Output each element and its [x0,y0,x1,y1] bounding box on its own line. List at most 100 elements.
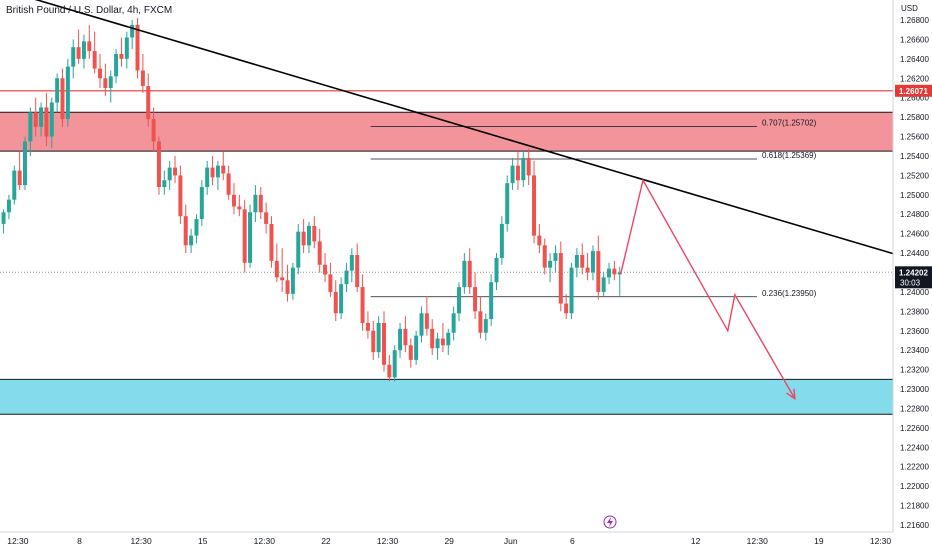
projection-path[interactable] [619,178,796,400]
candle-body [49,102,54,137]
candle-body [328,274,333,292]
candle-body [65,66,70,120]
candle-body [12,170,17,200]
y-tick-label: 1.26200 [900,74,929,83]
lightning-icon[interactable] [603,515,617,529]
candle-87 [467,248,472,294]
candle-body [258,194,263,213]
y-tick-label: 1.25200 [900,171,929,180]
candle-102 [548,253,553,283]
candle-body [215,165,220,178]
candle-body [483,319,488,333]
candle-body [355,255,360,288]
y-tick-label: 1.25600 [900,133,929,142]
candle-body [617,272,622,275]
candle-body [167,167,172,181]
candle-91 [489,274,494,326]
candle-body [92,51,97,69]
candle-body [558,253,563,304]
x-tick-label: 12:30 [130,536,152,546]
x-tick-label: 8 [77,536,82,546]
candle-25 [135,18,140,79]
x-tick-label: 12:30 [870,536,892,546]
candle-0 [1,209,6,234]
candle-body [537,235,542,246]
candle-body [108,76,113,88]
candle-body [601,277,606,292]
candle-11 [60,68,65,127]
candle-68 [365,311,370,339]
y-tick-label: 1.21600 [900,521,929,530]
candle-94 [505,175,510,232]
candle-47 [253,185,258,222]
candle-body [189,235,194,246]
candle-body [430,328,435,349]
candle-body [194,219,199,236]
trendline[interactable] [0,0,912,260]
candle-81 [435,332,440,360]
candle-body [231,194,236,207]
candle-69 [371,321,376,360]
candle-body [408,345,413,360]
candle-body [333,291,338,314]
candle-92 [494,253,499,290]
y-tick-label: 1.24000 [900,288,929,297]
time-axis[interactable] [0,532,893,550]
red-level-value: 1.26071 [899,87,928,96]
candle-109 [585,253,590,281]
candle-58 [312,216,317,249]
y-tick-label: 1.26600 [900,35,929,44]
candle-108 [580,243,585,275]
candle-3 [17,151,22,190]
candle-8 [44,92,49,147]
candle-body [548,260,553,268]
candle-body [296,231,301,268]
candle-body [55,78,60,103]
candle-body [478,311,483,333]
candle-30 [162,170,167,195]
candle-body [440,338,445,346]
candle-42 [226,165,231,200]
candle-body [473,287,478,312]
candle-body [210,167,215,178]
y-tick-label: 1.23600 [900,327,929,336]
candle-body [290,267,295,294]
candle-51 [274,243,279,283]
candle-28 [151,107,156,152]
candle-75 [403,316,408,353]
y-tick-label: 1.25800 [900,113,929,122]
candle-52 [280,248,285,292]
candle-body [44,107,49,137]
x-tick-label: 19 [814,536,824,546]
candle-body [135,24,140,71]
candle-body [462,260,467,288]
candle-body [569,267,574,314]
y-tick-label: 1.22200 [900,463,929,472]
candle-body [499,223,504,258]
current-price-value: 1.24202 [899,268,928,277]
candle-105 [564,293,569,320]
candle-body [33,112,38,127]
candle-111 [596,235,601,300]
candle-body [574,255,579,268]
candle-78 [419,306,424,343]
candle-26 [140,53,145,93]
y-tick-label: 1.26400 [900,55,929,64]
candle-40 [215,160,220,190]
x-tick-label: 12:30 [254,536,276,546]
y-tick-label: 1.25400 [900,152,929,161]
y-tick-label: 1.22600 [900,424,929,433]
y-tick-label: 1.26800 [900,16,929,25]
x-tick-label: 12:30 [377,536,399,546]
candle-72 [387,355,392,382]
red-level-badge [895,84,932,97]
candle-17 [92,31,97,74]
candle-59 [317,228,322,273]
candle-body [221,165,226,174]
candle-body [532,175,537,236]
candle-body [60,78,65,120]
candle-73 [392,345,397,382]
x-tick-label: 22 [321,536,331,546]
candle-19 [103,63,108,96]
